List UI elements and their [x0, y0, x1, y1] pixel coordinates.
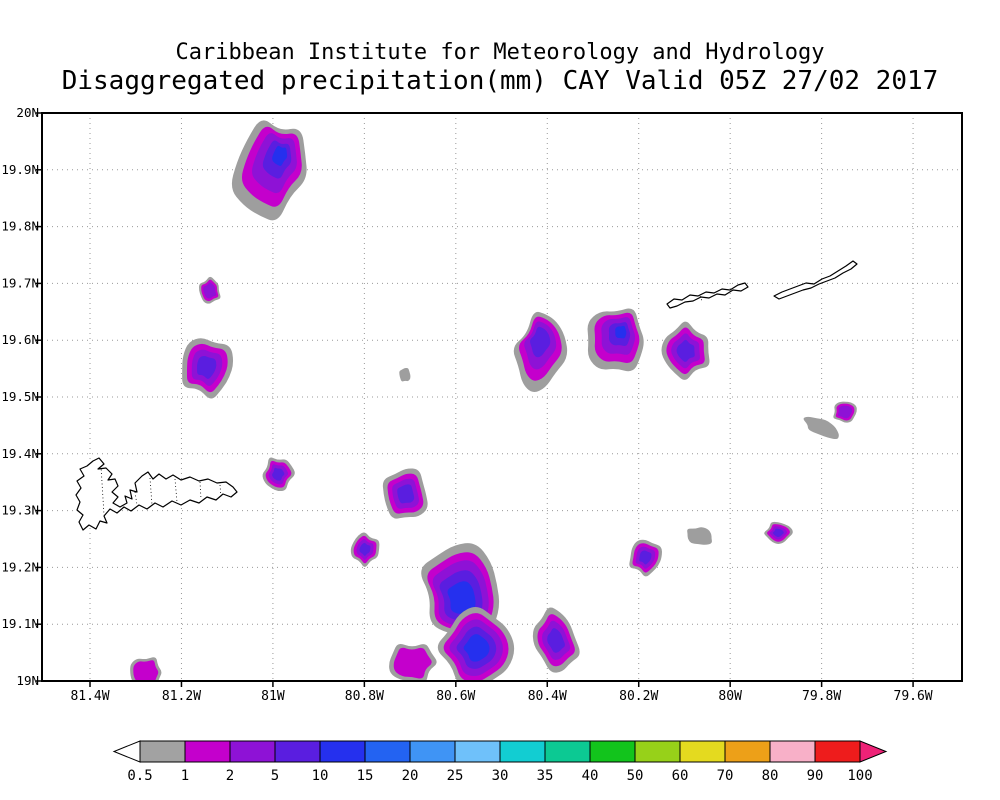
- colorbar-cell-15: [364, 740, 411, 763]
- colorbar-cell-80: [769, 740, 816, 763]
- colorbar-overflow-arrow: [859, 740, 888, 763]
- colorbar-cell-25: [454, 740, 501, 763]
- axis-labels: 81.4W 81.2W 81W 80.8W 80.6W 80.4W 80.2W 80W 79.8…: [1, 105, 932, 704]
- precip-contour-5mm: [676, 339, 695, 362]
- colorbar-cell-40: [589, 740, 636, 763]
- colorbar-label: 2: [226, 768, 234, 784]
- colorbar-label: 20: [402, 768, 419, 784]
- precip-contour-5mm: [359, 542, 371, 556]
- y-tick-label: 19.8N: [1, 219, 39, 234]
- x-tick-label: 80.8W: [345, 689, 384, 704]
- colorbar-cell-90: [814, 740, 861, 763]
- x-tick-label: 79.6W: [894, 689, 933, 704]
- x-tick-label: 81W: [261, 689, 285, 704]
- colorbar-underflow-arrow: [112, 740, 141, 763]
- colorbar-cell-10: [319, 740, 366, 763]
- precip-contour-2mm: [203, 282, 217, 299]
- colorbar-cell-5: [274, 740, 321, 763]
- colorbar-label: 50: [627, 768, 644, 784]
- y-tick-label: 19.3N: [1, 503, 39, 518]
- y-tick-label: 19.5N: [1, 389, 39, 404]
- y-tick-label: 19.2N: [1, 559, 39, 574]
- colorbar-cell-30: [499, 740, 546, 763]
- y-tick-label: 19.9N: [1, 162, 39, 177]
- colorbar-label: 15: [357, 768, 374, 784]
- colorbar-cell-60: [679, 740, 726, 763]
- colorbar-label: 70: [717, 768, 734, 784]
- colorbar-label: 0.5: [127, 768, 152, 784]
- y-tick-label: 19.1N: [1, 616, 39, 631]
- precip-contour-10mm: [447, 581, 476, 614]
- colorbar-label: 90: [807, 768, 824, 784]
- grand-cayman-district-line-2: [134, 491, 138, 506]
- y-tick-label: 20N: [16, 105, 39, 120]
- x-tick-label: 80.6W: [436, 689, 475, 704]
- island-little-cayman: [666, 282, 749, 309]
- x-tick-label: 80.4W: [528, 689, 567, 704]
- precip-contour-1mm: [133, 660, 159, 681]
- colorbar-cell-35: [544, 740, 591, 763]
- y-tick-label: 19N: [16, 673, 39, 688]
- precip-contour-0.5mm: [803, 416, 839, 439]
- colorbar-label: 100: [847, 768, 872, 784]
- colorbar-cell-0.5: [139, 740, 186, 763]
- colorbar-cell-1: [184, 740, 231, 763]
- colorbar-cell-50: [634, 740, 681, 763]
- precip-contour-5mm: [547, 628, 565, 653]
- grand-cayman-district-line-1: [100, 465, 105, 516]
- product-title: Disaggregated precipitation(mm) CAY Vali…: [61, 66, 939, 96]
- x-tick-label: 81.2W: [162, 689, 201, 704]
- precip-contour-10mm: [615, 325, 627, 339]
- grand-cayman-district-line-4: [174, 478, 178, 503]
- precip-contour-0.5mm: [399, 367, 411, 382]
- precip-contour-5mm: [397, 484, 415, 504]
- precip-contour-5mm: [530, 326, 551, 358]
- colorbar-label: 80: [762, 768, 779, 784]
- x-tick-label: 80.2W: [619, 689, 658, 704]
- precip-contour-0.5mm: [687, 527, 712, 545]
- y-tick-label: 19.7N: [1, 275, 39, 290]
- colorbar-label: 25: [447, 768, 464, 784]
- grid-lines: [42, 113, 962, 681]
- colorbar-cell-70: [724, 740, 771, 763]
- precip-contour-5mm: [639, 550, 652, 565]
- precip-contours: [130, 120, 857, 681]
- colorbar-label: 1: [181, 768, 189, 784]
- colorbar-label: 40: [582, 768, 599, 784]
- grand-cayman-district-line-5: [199, 481, 202, 500]
- little-cayman-detail-line: [699, 295, 703, 302]
- colorbar-cell-20: [409, 740, 456, 763]
- colorbar-label: 60: [672, 768, 689, 784]
- x-tick-label: 81.4W: [70, 689, 109, 704]
- colorbar-label: 10: [312, 768, 329, 784]
- colorbar-label: 5: [271, 768, 279, 784]
- colorbar-label: 30: [492, 768, 509, 784]
- colorbar-label: 35: [537, 768, 554, 784]
- institute-title: Caribbean Institute for Meteorology and …: [175, 40, 825, 65]
- island-cayman-brac: [773, 260, 858, 300]
- colorbar: 0.5 1 2 5 10 15 20 25 30 35 40 50 60 70 80 90 100: [112, 740, 888, 784]
- y-tick-label: 19.6N: [1, 332, 39, 347]
- precip-contour-10mm: [272, 145, 288, 166]
- x-tick-label: 79.8W: [802, 689, 841, 704]
- y-tick-label: 19.4N: [1, 446, 39, 461]
- precip-contour-5mm: [197, 356, 217, 379]
- islands: [75, 260, 858, 531]
- precip-contour-1mm: [393, 647, 432, 679]
- x-tick-label: 80W: [718, 689, 742, 704]
- precip-contour-10mm: [463, 634, 490, 662]
- precip-contour-5mm: [272, 467, 285, 481]
- precip-contour-5mm: [772, 528, 784, 537]
- colorbar-cell-2: [229, 740, 276, 763]
- island-grand-cayman: [75, 457, 238, 531]
- precip-contour-2mm: [837, 405, 853, 419]
